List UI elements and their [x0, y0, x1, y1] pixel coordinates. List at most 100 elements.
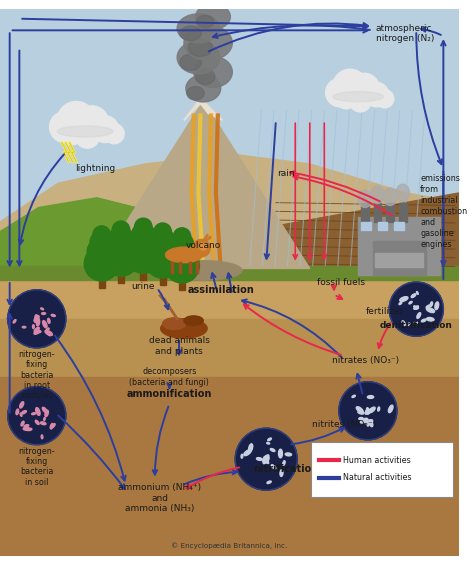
Ellipse shape: [270, 449, 275, 451]
Ellipse shape: [164, 260, 242, 280]
Text: atmospheric
nitrogen (N₂): atmospheric nitrogen (N₂): [375, 24, 434, 43]
Circle shape: [104, 241, 138, 276]
Circle shape: [75, 124, 100, 148]
Ellipse shape: [161, 319, 207, 338]
Ellipse shape: [27, 428, 32, 431]
Ellipse shape: [47, 318, 50, 323]
Circle shape: [104, 124, 124, 144]
Ellipse shape: [333, 92, 383, 102]
Circle shape: [92, 116, 118, 142]
Ellipse shape: [34, 327, 39, 332]
Circle shape: [112, 221, 130, 238]
Text: lightning: lightning: [75, 164, 115, 173]
Ellipse shape: [16, 409, 18, 415]
Bar: [374, 253, 423, 267]
Ellipse shape: [267, 481, 271, 484]
Ellipse shape: [34, 316, 39, 321]
Ellipse shape: [50, 424, 53, 429]
Ellipse shape: [414, 306, 417, 308]
Ellipse shape: [352, 396, 356, 398]
Ellipse shape: [22, 327, 26, 328]
Ellipse shape: [368, 409, 373, 412]
Bar: [374, 203, 382, 222]
Ellipse shape: [51, 314, 55, 316]
Circle shape: [151, 228, 174, 251]
Circle shape: [375, 89, 394, 108]
Circle shape: [84, 246, 119, 281]
Text: ammonification: ammonification: [127, 389, 212, 398]
Ellipse shape: [414, 306, 419, 309]
Ellipse shape: [57, 126, 113, 137]
Ellipse shape: [193, 56, 232, 88]
Ellipse shape: [33, 325, 34, 329]
Ellipse shape: [427, 308, 435, 312]
Text: rain: rain: [277, 169, 294, 178]
Ellipse shape: [186, 75, 221, 102]
Circle shape: [8, 386, 66, 445]
Circle shape: [164, 248, 200, 283]
Ellipse shape: [388, 405, 393, 412]
Circle shape: [87, 237, 116, 267]
Ellipse shape: [365, 412, 369, 414]
Ellipse shape: [366, 408, 368, 412]
Bar: [179, 266, 185, 290]
Polygon shape: [271, 193, 459, 266]
Ellipse shape: [360, 418, 368, 423]
Ellipse shape: [34, 316, 39, 322]
Bar: [0, 280, 459, 556]
Circle shape: [126, 238, 161, 273]
Ellipse shape: [36, 407, 40, 415]
Bar: [160, 260, 165, 285]
Ellipse shape: [400, 297, 408, 301]
Ellipse shape: [35, 315, 39, 323]
Circle shape: [326, 79, 354, 107]
Text: Natural activities: Natural activities: [343, 473, 411, 482]
Ellipse shape: [196, 4, 230, 29]
Ellipse shape: [24, 425, 29, 427]
Ellipse shape: [47, 332, 50, 336]
Bar: [0, 319, 459, 556]
Ellipse shape: [435, 302, 438, 310]
Ellipse shape: [187, 86, 204, 100]
Bar: [140, 256, 146, 280]
Bar: [378, 222, 387, 230]
Ellipse shape: [35, 420, 39, 424]
Text: nitrogen-
fixing
bacteria
in soil: nitrogen- fixing bacteria in soil: [18, 446, 55, 487]
Bar: [99, 264, 105, 288]
Bar: [386, 203, 394, 222]
Ellipse shape: [41, 435, 43, 439]
Ellipse shape: [367, 396, 374, 398]
Ellipse shape: [45, 331, 53, 336]
Ellipse shape: [13, 320, 16, 323]
Circle shape: [61, 123, 83, 145]
Circle shape: [167, 240, 197, 268]
Ellipse shape: [188, 39, 212, 57]
Circle shape: [75, 106, 109, 140]
Circle shape: [365, 82, 389, 107]
Ellipse shape: [407, 323, 410, 325]
Ellipse shape: [271, 464, 276, 469]
Text: fertilizer: fertilizer: [366, 307, 404, 316]
Circle shape: [192, 240, 210, 257]
Circle shape: [109, 226, 133, 249]
Ellipse shape: [263, 455, 269, 462]
Ellipse shape: [165, 247, 202, 263]
Text: nitrogen-
fixing
bacteria
in root
nodules: nitrogen- fixing bacteria in root nodule…: [18, 350, 55, 401]
Circle shape: [129, 230, 158, 259]
Ellipse shape: [396, 184, 410, 202]
Polygon shape: [184, 101, 223, 120]
Circle shape: [135, 218, 152, 236]
Bar: [118, 259, 124, 283]
Circle shape: [333, 69, 367, 104]
Circle shape: [132, 223, 155, 246]
FancyBboxPatch shape: [311, 442, 453, 497]
Ellipse shape: [358, 411, 364, 414]
Ellipse shape: [256, 458, 262, 460]
Ellipse shape: [23, 427, 30, 431]
Ellipse shape: [19, 402, 24, 408]
Circle shape: [389, 282, 443, 336]
Text: dead animals
and plants: dead animals and plants: [149, 336, 210, 355]
Ellipse shape: [42, 312, 46, 314]
Ellipse shape: [40, 422, 46, 425]
Circle shape: [339, 382, 397, 440]
